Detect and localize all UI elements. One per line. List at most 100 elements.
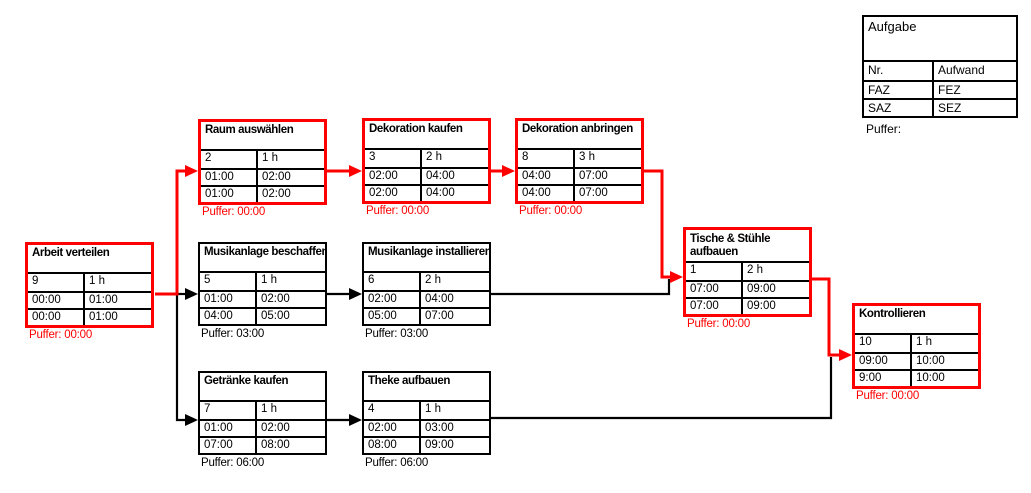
arrowhead — [839, 349, 852, 361]
task-saz: 08:00 — [364, 436, 421, 453]
task-aufwand: 2 h — [425, 274, 441, 286]
arrowhead — [185, 288, 198, 300]
task-saz: 07:00 — [686, 297, 743, 314]
task-sez: 07:00 — [421, 307, 489, 324]
task-sez: 02:00 — [258, 185, 324, 202]
task-aufwand: 1 h — [425, 403, 441, 415]
edge-dekoanbringen-tische — [644, 169, 671, 279]
task-puffer: Puffer: 06:00 — [201, 457, 265, 469]
task-aufwand: 1 h — [261, 403, 277, 415]
task-nr: 10 — [855, 335, 912, 352]
task-nr: 6 — [364, 273, 421, 290]
legend-box: Aufgabe Nr. Aufwand FAZ FEZ SAZ SEZ — [862, 15, 1018, 118]
task-sez: 08:00 — [257, 436, 325, 453]
legend-puffer-label: Puffer: — [866, 122, 902, 136]
task-fez: 02:00 — [258, 168, 324, 185]
task-sez: 07:00 — [575, 184, 641, 201]
task-nr: 7 — [200, 402, 257, 419]
task-saz: 9:00 — [855, 369, 912, 386]
legend-title: Aufgabe — [864, 17, 1016, 62]
task-fez: 02:00 — [257, 419, 325, 436]
task-puffer: Puffer: 00:00 — [366, 205, 430, 217]
task-faz: 07:00 — [686, 280, 743, 297]
task-table: 9 1 h 00:00 01:00 00:00 01:00 — [28, 274, 151, 325]
task-sez: 01:00 — [85, 308, 151, 325]
task-nr: 9 — [28, 274, 85, 291]
task-saz: 04:00 — [518, 184, 575, 201]
task-aufwand: 2 h — [747, 264, 763, 276]
task-aufwand: 1 h — [89, 275, 105, 287]
task-saz: 00:00 — [28, 308, 85, 325]
task-sez: 04:00 — [422, 184, 488, 201]
task-title: Tische & Stühle aufbauen — [686, 230, 809, 263]
task-table: 6 2 h 02:00 04:00 05:00 07:00 — [364, 273, 489, 324]
task-puffer: Puffer: 00:00 — [202, 206, 266, 218]
task-puffer: Puffer: 00:00 — [856, 390, 920, 402]
task-table: 8 3 h 04:00 07:00 04:00 07:00 — [518, 150, 641, 201]
task-nr: 3 — [365, 150, 422, 167]
task-title: Musikanlage installieren — [364, 244, 489, 273]
task-fez: 01:00 — [85, 291, 151, 308]
task-fez: 02:00 — [257, 290, 325, 307]
legend-sez: SEZ — [934, 98, 1016, 116]
task-node-musikanlage-beschaffen: Musikanlage beschaffen 5 1 h 01:00 02:00… — [198, 242, 327, 340]
task-title: Musikanlage beschaffen — [200, 244, 325, 273]
task-aufwand: 2 h — [426, 151, 442, 163]
task-puffer: Puffer: 06:00 — [365, 457, 429, 469]
task-node-theke-aufbauen: Theke aufbauen 4 1 h 02:00 03:00 08:00 0… — [362, 371, 491, 469]
legend-aufwand: Aufwand — [938, 63, 985, 77]
legend-fez: FEZ — [934, 80, 1016, 98]
edge-tische-kontrollieren — [812, 277, 840, 357]
task-sez: 09:00 — [421, 436, 489, 453]
arrowhead — [349, 288, 362, 300]
task-title: Dekoration anbringen — [518, 121, 641, 150]
task-nr: 2 — [201, 151, 258, 168]
task-saz: 07:00 — [200, 436, 257, 453]
legend-faz: FAZ — [864, 80, 934, 98]
task-saz: 04:00 — [200, 307, 257, 324]
task-faz: 01:00 — [200, 290, 257, 307]
task-aufwand: 1 h — [261, 274, 277, 286]
arrowhead — [185, 414, 198, 426]
task-node-dekoration-anbringen: Dekoration anbringen 8 3 h 04:00 07:00 0… — [515, 118, 644, 217]
task-node-kontrollieren: Kontrollieren 10 1 h 09:00 10:00 9:00 10… — [852, 303, 981, 402]
task-saz: 01:00 — [201, 185, 258, 202]
task-puffer: Puffer: 00:00 — [687, 318, 751, 330]
task-faz: 02:00 — [364, 290, 421, 307]
legend-saz: SAZ — [864, 98, 934, 116]
task-node-getraenke-kaufen: Getränke kaufen 7 1 h 01:00 02:00 07:00 … — [198, 371, 327, 469]
task-title: Arbeit verteilen — [28, 245, 151, 274]
task-node-arbeit-verteilen: Arbeit verteilen 9 1 h 00:00 01:00 00:00… — [25, 242, 154, 341]
task-table: 7 1 h 01:00 02:00 07:00 08:00 — [200, 402, 325, 453]
task-nr: 1 — [686, 263, 743, 280]
task-node-raum-auswaehlen: Raum auswählen 2 1 h 01:00 02:00 01:00 0… — [198, 119, 327, 218]
task-faz: 01:00 — [200, 419, 257, 436]
task-aufwand: 3 h — [579, 151, 595, 163]
task-nr: 8 — [518, 150, 575, 167]
task-sez: 05:00 — [257, 307, 325, 324]
task-sez: 09:00 — [743, 297, 809, 314]
arrowhead — [502, 165, 515, 177]
task-faz: 02:00 — [365, 167, 422, 184]
task-faz: 00:00 — [28, 291, 85, 308]
task-faz: 04:00 — [518, 167, 575, 184]
task-node-dekoration-kaufen: Dekoration kaufen 3 2 h 02:00 04:00 02:0… — [362, 118, 491, 217]
task-fez: 10:00 — [912, 352, 978, 369]
arrowhead — [349, 165, 362, 177]
edge-arbeit-getraenke — [175, 294, 186, 422]
task-title: Kontrollieren — [855, 306, 978, 335]
arrowhead — [349, 414, 362, 426]
task-puffer: Puffer: 00:00 — [29, 329, 93, 341]
task-fez: 07:00 — [575, 167, 641, 184]
task-fez: 04:00 — [422, 167, 488, 184]
task-aufwand: 1 h — [916, 336, 932, 348]
task-faz: 09:00 — [855, 352, 912, 369]
task-puffer: Puffer: 03:00 — [201, 328, 265, 340]
task-table: 2 1 h 01:00 02:00 01:00 02:00 — [201, 151, 324, 202]
task-faz: 02:00 — [364, 419, 421, 436]
task-node-tische-stuehle-aufbauen: Tische & Stühle aufbauen 1 2 h 07:00 09:… — [683, 227, 812, 330]
task-puffer: Puffer: 00:00 — [519, 205, 583, 217]
task-table: 4 1 h 02:00 03:00 08:00 09:00 — [364, 402, 489, 453]
edge-theke-kontrollieren — [491, 357, 833, 420]
task-nr: 5 — [200, 273, 257, 290]
